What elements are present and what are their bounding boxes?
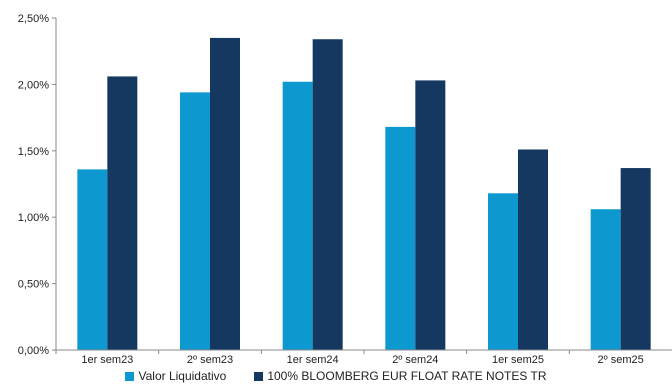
- x-tick-label: 1er sem25: [492, 354, 544, 366]
- bar-benchmark: [415, 80, 446, 350]
- y-tick-label: 2,00%: [18, 79, 49, 91]
- bar-benchmark: [620, 168, 651, 350]
- bar-valor-liquidativo: [282, 81, 313, 350]
- legend-label: 100% BLOOMBERG EUR FLOAT RATE NOTES TR: [267, 369, 547, 383]
- x-tick-label: 1er sem23: [81, 354, 133, 366]
- bar-benchmark: [107, 76, 138, 350]
- x-axis: 1er sem23 2º sem23 1er sem24 2º sem24 1er se…: [55, 349, 672, 366]
- legend-item-benchmark: 100% BLOOMBERG EUR FLOAT RATE NOTES TR: [254, 369, 547, 383]
- y-tick-label: 1,00%: [18, 212, 49, 224]
- legend-item-valor-liquidativo: Valor Liquidativo: [125, 369, 226, 383]
- bar-benchmark: [210, 37, 240, 351]
- x-tick-label: 1er sem24: [287, 354, 339, 366]
- x-tick-label: 2º sem24: [392, 354, 438, 366]
- bar-valor-liquidativo: [180, 92, 210, 351]
- bar-valor-liquidativo: [488, 193, 518, 350]
- legend: Valor Liquidativo 100% BLOOMBERG EUR FLO…: [0, 367, 672, 385]
- bar-chart: 0,00% 0,50% 1,00% 1,50% 2,00% 2,50% 1er sem23…: [18, 13, 672, 366]
- y-tick-label: 2,50%: [18, 13, 49, 25]
- legend-label: Valor Liquidativo: [138, 369, 227, 383]
- y-tick-label: 0,50%: [18, 279, 49, 291]
- y-tick-label: 0,00%: [18, 345, 49, 357]
- legend-swatch: [125, 371, 135, 381]
- bar-valor-liquidativo: [77, 169, 108, 350]
- bar-valor-liquidativo: [385, 126, 416, 351]
- bars-group: [77, 37, 651, 351]
- bar-benchmark: [518, 149, 548, 350]
- y-tick-label: 1,50%: [18, 146, 49, 158]
- bar-benchmark: [312, 39, 343, 351]
- bar-valor-liquidativo: [590, 209, 621, 350]
- x-tick-label: 2º sem25: [598, 354, 644, 366]
- x-tick-label: 2º sem23: [187, 354, 233, 366]
- y-axis: 0,00% 0,50% 1,00% 1,50% 2,00% 2,50%: [18, 13, 57, 357]
- legend-swatch: [254, 371, 264, 381]
